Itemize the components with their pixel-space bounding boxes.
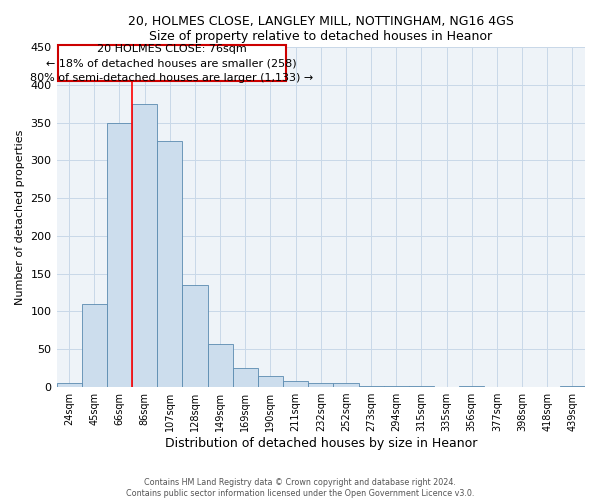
Bar [56,384,82,387]
Bar [82,304,107,387]
Bar [132,104,157,387]
Bar [308,384,334,387]
Bar [409,386,434,387]
Bar [157,142,182,387]
Text: Contains HM Land Registry data © Crown copyright and database right 2024.
Contai: Contains HM Land Registry data © Crown c… [126,478,474,498]
Text: 20 HOLMES CLOSE: 76sqm
← 18% of detached houses are smaller (258)
80% of semi-de: 20 HOLMES CLOSE: 76sqm ← 18% of detached… [30,44,313,82]
Bar [258,376,283,387]
Bar [334,384,359,387]
Bar [560,386,585,387]
Bar [383,386,409,387]
Bar [359,386,383,387]
Bar [233,368,258,387]
Bar [208,344,233,387]
Bar [107,122,132,387]
Title: 20, HOLMES CLOSE, LANGLEY MILL, NOTTINGHAM, NG16 4GS
Size of property relative t: 20, HOLMES CLOSE, LANGLEY MILL, NOTTINGH… [128,15,514,43]
X-axis label: Distribution of detached houses by size in Heanor: Distribution of detached houses by size … [164,437,477,450]
FancyBboxPatch shape [58,46,286,81]
Bar [459,386,484,387]
Bar [283,381,308,387]
Y-axis label: Number of detached properties: Number of detached properties [15,130,25,304]
Bar [182,285,208,387]
